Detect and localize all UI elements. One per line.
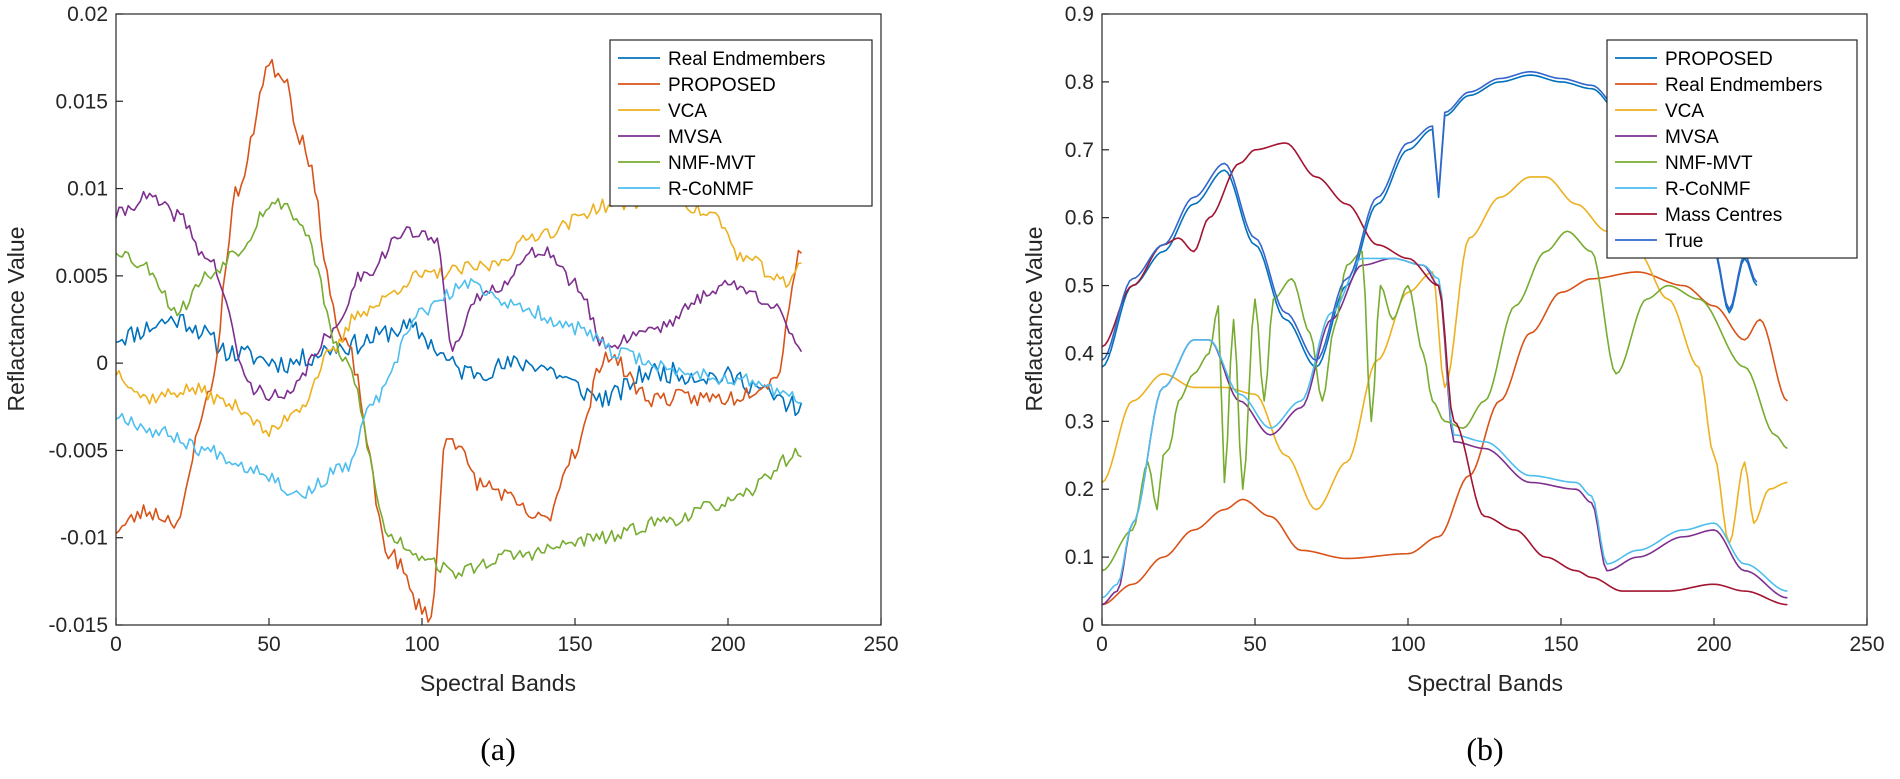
panel-a-caption: (a) xyxy=(480,731,516,767)
series-line-real-endmembers xyxy=(1101,271,1788,606)
legend-label: R-CoNMF xyxy=(1665,179,1751,200)
x-tick-label: 250 xyxy=(863,633,898,656)
x-tick-label: 50 xyxy=(1243,633,1266,656)
panel-b-axes-box xyxy=(1101,13,1868,626)
y-tick-label: 0.005 xyxy=(55,265,108,288)
y-tick-label: 0 xyxy=(1082,614,1094,637)
panel-b-x-label: Spectral Bands xyxy=(1407,670,1563,696)
panel-b-y-label: Reflactance Value xyxy=(1021,227,1047,412)
series-line-r-conmf xyxy=(115,278,802,499)
legend-label: True xyxy=(1665,231,1703,252)
x-tick-label: 100 xyxy=(1390,633,1425,656)
panel-a-chart: 0 50 100 150 200 250 0.02 0.015 0.01 0.005 0 -0.00… xyxy=(3,3,899,767)
panel-a-axes-box xyxy=(115,13,882,626)
legend-label: VCA xyxy=(668,101,707,122)
panel-a-series-lines xyxy=(115,58,803,623)
series-line-nmf-mvt xyxy=(115,197,802,580)
x-tick-label: 50 xyxy=(257,633,280,656)
legend-label: NMF-MVT xyxy=(1665,153,1753,174)
legend-label: Mass Centres xyxy=(1665,205,1782,226)
x-tick-label: 150 xyxy=(557,633,592,656)
legend-label: PROPOSED xyxy=(668,75,776,96)
x-tick-label: 200 xyxy=(1696,633,1731,656)
panel-a-x-ticks: 0 50 100 150 200 250 xyxy=(110,618,899,656)
legend-box xyxy=(1606,39,1858,259)
y-tick-label: -0.01 xyxy=(60,527,108,550)
y-tick-label: 0.7 xyxy=(1065,139,1094,162)
series-line-nmf-mvt xyxy=(1101,230,1788,572)
x-tick-label: 0 xyxy=(110,633,122,656)
panel-b-series-lines xyxy=(1101,70,1788,606)
y-tick-label: 0.6 xyxy=(1065,207,1094,230)
panel-a-y-ticks: 0.02 0.015 0.01 0.005 0 -0.005 -0.01 -0.015 xyxy=(48,3,123,637)
legend-label: Real Endmembers xyxy=(668,49,825,70)
series-line-mass-centres xyxy=(1101,142,1788,606)
legend-label: PROPOSED xyxy=(1665,49,1773,70)
panel-b-y-ticks: 0.9 0.8 0.7 0.6 0.5 0.4 0.3 0.2 0.1 0 xyxy=(1065,3,1109,637)
series-line-proposed xyxy=(115,58,802,623)
y-tick-label: 0.3 xyxy=(1065,410,1094,433)
panel-b-caption: (b) xyxy=(1466,731,1503,767)
panel-a-legend: Real Endmembers PROPOSED VCA MVSA NMF-MVT R-C… xyxy=(609,39,873,207)
legend-label: NMF-MVT xyxy=(668,153,756,174)
y-tick-label: 0.02 xyxy=(67,3,108,26)
y-tick-label: 0.1 xyxy=(1065,546,1094,569)
series-line-real-endmembers xyxy=(115,313,803,417)
legend-label: VCA xyxy=(1665,101,1704,122)
series-line-mvsa xyxy=(115,190,803,402)
y-tick-label: 0 xyxy=(96,352,108,375)
y-tick-label: 0.2 xyxy=(1065,478,1094,501)
legend-label: MVSA xyxy=(668,127,722,148)
legend-box xyxy=(609,39,873,207)
y-tick-label: -0.005 xyxy=(48,439,108,462)
x-tick-label: 200 xyxy=(710,633,745,656)
panel-b-chart: 0 50 100 150 200 250 0.9 0.8 0.7 0.6 0.5 0.4 0.3 0.2… xyxy=(1021,3,1885,767)
legend-label: MVSA xyxy=(1665,127,1719,148)
y-tick-label: 0.015 xyxy=(55,90,108,113)
legend-label: R-CoNMF xyxy=(668,179,754,200)
y-tick-label: 0.4 xyxy=(1065,342,1095,365)
y-tick-label: 0.9 xyxy=(1065,3,1094,26)
y-tick-label: 0.01 xyxy=(67,178,108,201)
legend-label: Real Endmembers xyxy=(1665,75,1822,96)
y-tick-label: 0.8 xyxy=(1065,71,1094,94)
series-line-vca xyxy=(1101,176,1788,545)
x-tick-label: 0 xyxy=(1096,633,1108,656)
panel-b-legend: PROPOSED Real Endmembers VCA MVSA NMF-MVT R-C… xyxy=(1606,39,1858,259)
y-tick-label: -0.015 xyxy=(48,614,108,637)
panel-b-x-ticks: 0 50 100 150 200 250 xyxy=(1096,618,1885,656)
x-tick-label: 100 xyxy=(404,633,439,656)
y-tick-label: 0.5 xyxy=(1065,275,1094,298)
x-tick-label: 150 xyxy=(1543,633,1578,656)
panel-a-x-label: Spectral Bands xyxy=(420,670,576,696)
series-line-vca xyxy=(115,190,802,438)
x-tick-label: 250 xyxy=(1849,633,1884,656)
panel-a-y-label: Reflactance Value xyxy=(3,227,29,412)
